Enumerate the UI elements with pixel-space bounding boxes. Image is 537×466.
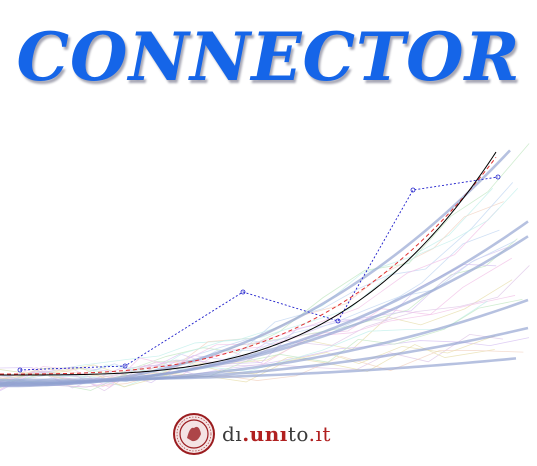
faint-line-3 (0, 279, 513, 386)
faint-line-17 (0, 298, 523, 391)
blue-marker-0 (17, 367, 23, 373)
thick-ray-0 (0, 357, 517, 382)
brand-part-4: .ıt (308, 422, 331, 446)
blue-marker-4 (410, 187, 416, 193)
faint-line-19 (0, 335, 496, 388)
faint-line-16 (0, 208, 500, 390)
decorative-curves-plot (0, 143, 530, 392)
blue-marker-1 (122, 363, 128, 369)
brand-wordmark: dı.unıto.ıt (222, 422, 331, 446)
faint-line-5 (0, 187, 493, 387)
blue-marker-5 (495, 174, 501, 180)
university-seal-icon (173, 413, 215, 455)
black-fit-curve (0, 151, 497, 376)
blue-marker-2 (240, 289, 246, 295)
brand-part-3: to (287, 422, 309, 446)
app-title: CONNECTOR (16, 18, 521, 96)
thick-ray-5 (0, 149, 511, 388)
blue-marker-3 (335, 318, 341, 324)
red-dashed-curve (0, 157, 497, 375)
footer-logo[interactable]: dı.unıto.ıt (172, 410, 372, 458)
brand-part-1: dı (222, 422, 243, 446)
brand-part-2: .unı (242, 422, 288, 446)
faint-line-21 (0, 187, 519, 385)
blue-dotted-line (19, 176, 499, 371)
